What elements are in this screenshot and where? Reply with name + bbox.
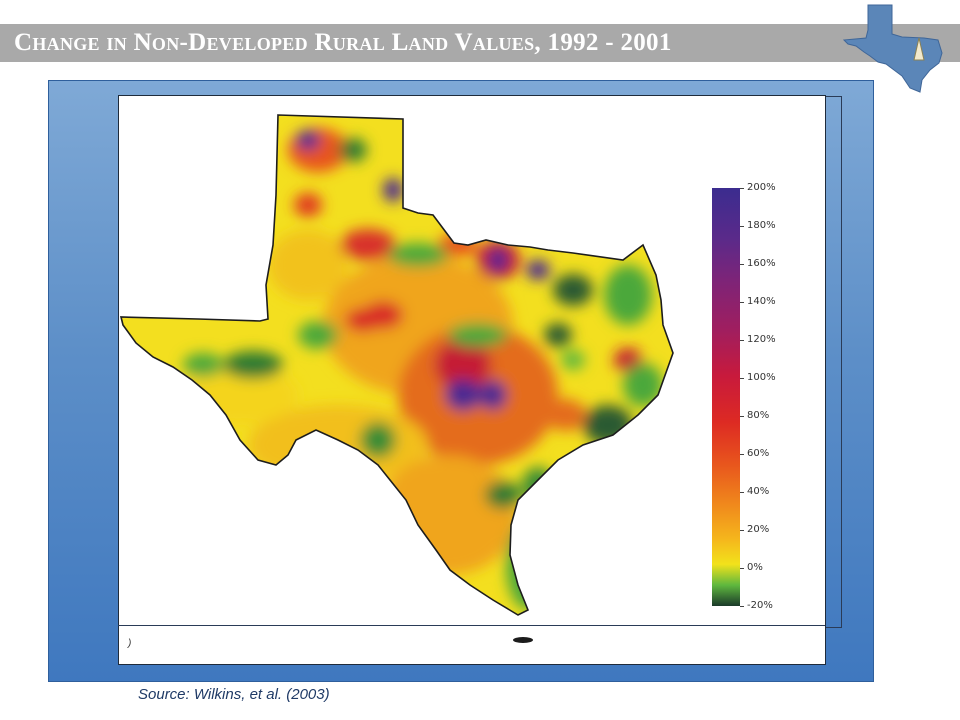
legend-tick-mark	[740, 530, 744, 531]
legend-tick-mark	[740, 568, 744, 569]
legend-tick-mark	[740, 340, 744, 341]
page-title: Change in Non-Developed Rural Land Value…	[14, 29, 672, 56]
legend-tick-label: 40%	[747, 486, 770, 497]
legend-tick-label: 180%	[747, 220, 776, 231]
source-citation: Source: Wilkins, et al. (2003)	[138, 686, 330, 703]
legend-tick-label: 60%	[747, 448, 770, 459]
legend-tick-mark	[740, 606, 744, 607]
texas-logo-icon	[842, 4, 943, 93]
legend-tick-mark	[740, 226, 744, 227]
legend-tick-mark	[740, 378, 744, 379]
legend-tick-mark	[740, 188, 744, 189]
legend-tick-mark	[740, 302, 744, 303]
legend-tick-label: 100%	[747, 372, 776, 383]
legend-tick-mark	[740, 264, 744, 265]
texas-land-value-map	[119, 114, 740, 643]
legend-tick-label: 80%	[747, 410, 770, 421]
legend-tick-label: 120%	[747, 334, 776, 345]
legend-tick-mark	[740, 454, 744, 455]
legend-tick-mark	[740, 416, 744, 417]
legend-tick-label: 160%	[747, 258, 776, 269]
title-bar	[0, 24, 960, 62]
legend-tick-label: 20%	[747, 524, 770, 535]
legend-tick-label: -20%	[747, 600, 773, 611]
map-footnote-mark: )	[128, 638, 132, 649]
legend-tick-mark	[740, 492, 744, 493]
legend-tick-label: 0%	[747, 562, 763, 573]
legend-colorbar	[712, 188, 740, 606]
map-divider	[118, 625, 825, 626]
legend-tick-label: 200%	[747, 182, 776, 193]
legend-tick-label: 140%	[747, 296, 776, 307]
